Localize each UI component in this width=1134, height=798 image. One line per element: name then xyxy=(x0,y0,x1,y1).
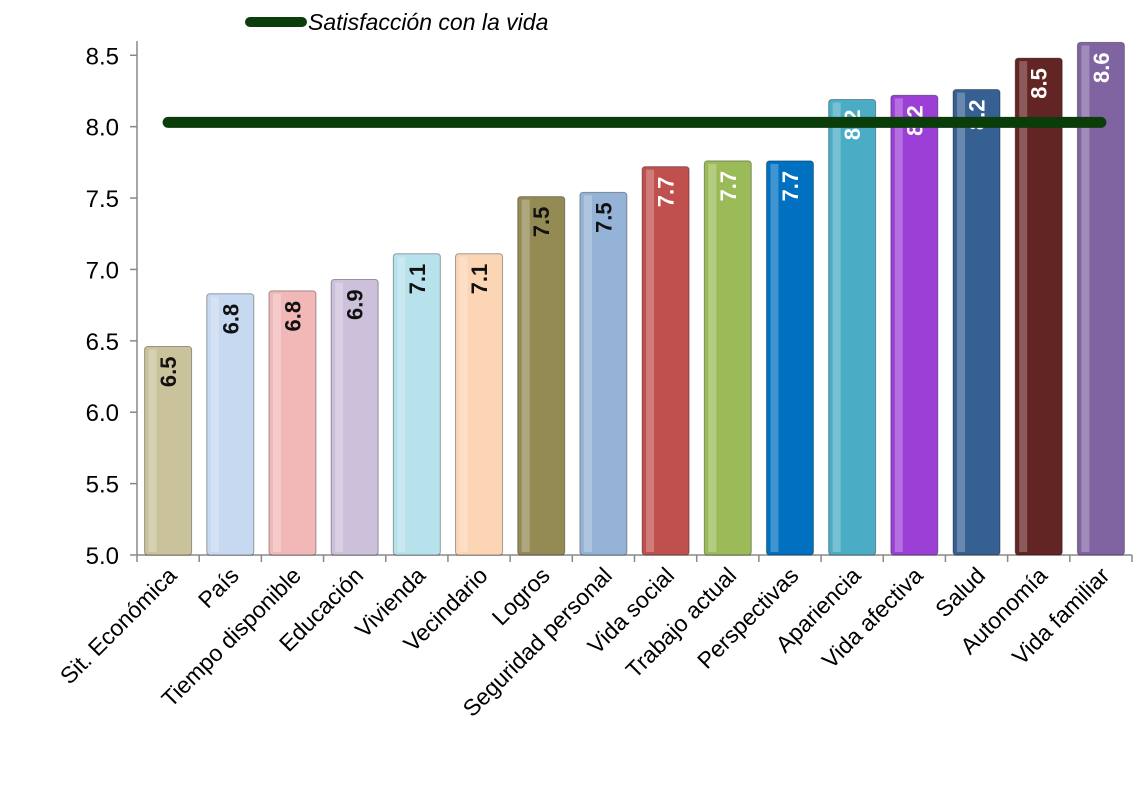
bar xyxy=(828,99,877,556)
bar-shine xyxy=(459,256,468,552)
bar-shine xyxy=(894,98,903,552)
value-label: 7.1 xyxy=(467,264,492,295)
value-label: 7.7 xyxy=(716,171,741,202)
bar-shine xyxy=(521,199,530,552)
bar-shine xyxy=(708,163,717,552)
value-label: 7.1 xyxy=(405,264,430,295)
bar xyxy=(455,253,504,556)
y-tick-label: 7.0 xyxy=(86,257,119,284)
bar-shine xyxy=(210,296,219,552)
bar-shine xyxy=(957,92,966,553)
bar xyxy=(579,191,628,556)
bar xyxy=(765,160,814,556)
value-label: 8.6 xyxy=(1089,52,1114,83)
bar-shine xyxy=(770,163,779,552)
x-tick-label: Sit. Económica xyxy=(55,562,182,689)
bar xyxy=(703,160,752,556)
value-label: 6.8 xyxy=(218,304,243,335)
bar-shine xyxy=(272,293,281,552)
bar xyxy=(641,166,690,556)
bar-shine xyxy=(646,169,655,552)
y-tick-label: 8.0 xyxy=(86,115,119,142)
bar xyxy=(268,290,317,556)
value-label: 7.5 xyxy=(529,207,554,238)
bar xyxy=(1014,57,1063,556)
bar-shine xyxy=(1019,61,1028,553)
bar xyxy=(206,293,255,556)
y-tick-label: 5.0 xyxy=(86,543,119,570)
value-label: 8.5 xyxy=(1027,68,1052,99)
value-label: 6.9 xyxy=(343,289,368,320)
legend-label: Satisfacción con la vida xyxy=(308,9,548,35)
y-tick-label: 8.5 xyxy=(86,43,119,70)
y-tick-label: 6.5 xyxy=(86,329,119,356)
bar xyxy=(952,89,1001,556)
value-label: 7.7 xyxy=(654,177,679,208)
bar xyxy=(330,278,379,556)
value-label: 7.7 xyxy=(778,171,803,202)
y-tick-label: 7.5 xyxy=(86,186,119,213)
value-label: 7.5 xyxy=(591,202,616,233)
bar xyxy=(1076,41,1125,556)
x-tick-label: País xyxy=(193,562,244,613)
value-label: 6.5 xyxy=(156,357,181,388)
bar-shine xyxy=(335,282,344,552)
bar xyxy=(517,196,566,556)
y-tick-label: 6.0 xyxy=(86,400,119,427)
bar-shine xyxy=(397,256,406,552)
x-tick-label: Salud xyxy=(930,562,990,622)
x-tick-label: Trabajo actual xyxy=(620,562,741,683)
bar-shine xyxy=(148,349,157,552)
y-tick-label: 5.5 xyxy=(86,472,119,499)
bar-shine xyxy=(1081,45,1090,553)
bar xyxy=(144,346,193,556)
bar xyxy=(392,253,441,556)
bar-shine xyxy=(832,102,841,553)
bar-shine xyxy=(583,195,592,552)
bar xyxy=(890,94,939,556)
value-label: 6.8 xyxy=(280,301,305,332)
